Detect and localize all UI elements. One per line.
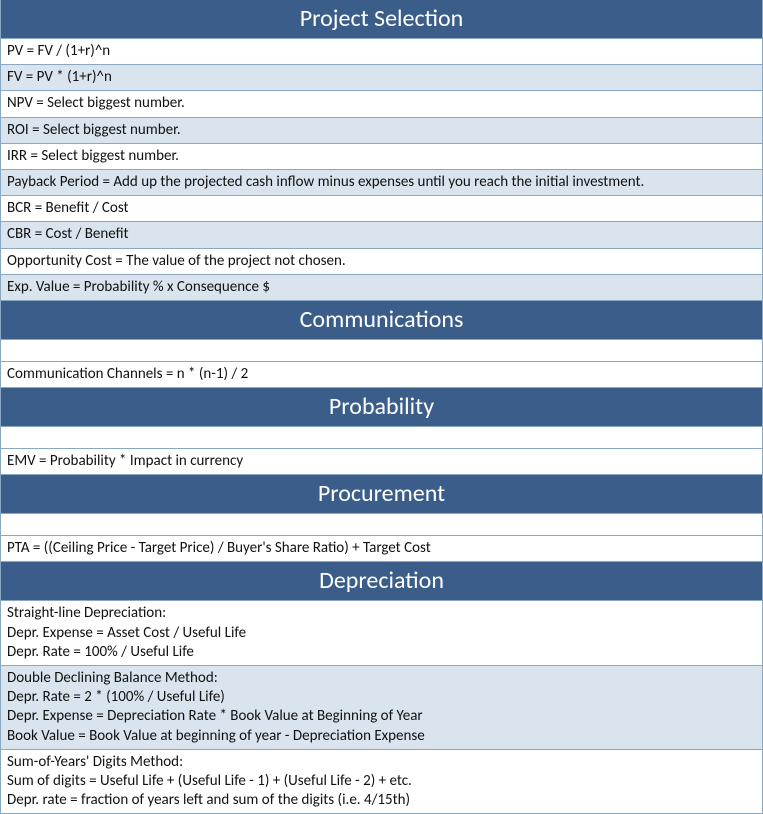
formula-row: FV = PV * (1+r)^n — [1, 65, 762, 91]
formula-row: PTA = ((Ceiling Price - Target Price) / … — [1, 536, 762, 562]
formula-row: Payback Period = Add up the projected ca… — [1, 170, 762, 196]
formula-row: Double Declining Balance Method: Depr. R… — [1, 666, 762, 750]
formula-row: PV = FV / (1+r)^n — [1, 39, 762, 65]
section-header-project-selection: Project Selection — [1, 0, 762, 39]
formula-row: Exp. Value = Probability % x Consequence… — [1, 275, 762, 301]
formula-row: NPV = Select biggest number. — [1, 91, 762, 117]
formula-row: EMV = Probability * Impact in currency — [1, 449, 762, 475]
formula-row: Sum-of-Years' Digits Method: Sum of digi… — [1, 750, 762, 814]
formula-row: IRR = Select biggest number. — [1, 144, 762, 170]
section-header-probability: Probability — [1, 388, 762, 427]
spacer-row — [1, 340, 762, 362]
formula-row: CBR = Cost / Benefit — [1, 222, 762, 248]
section-header-procurement: Procurement — [1, 475, 762, 514]
section-header-communications: Communications — [1, 301, 762, 340]
formula-row: Straight-line Depreciation: Depr. Expens… — [1, 601, 762, 666]
formula-sheet: Project Selection PV = FV / (1+r)^n FV =… — [0, 0, 763, 814]
spacer-row — [1, 514, 762, 536]
formula-row: Opportunity Cost = The value of the proj… — [1, 249, 762, 275]
formula-row: ROI = Select biggest number. — [1, 118, 762, 144]
formula-row: Communication Channels = n * (n-1) / 2 — [1, 362, 762, 388]
section-header-depreciation: Depreciation — [1, 562, 762, 601]
spacer-row — [1, 427, 762, 449]
formula-row: BCR = Benefit / Cost — [1, 196, 762, 222]
